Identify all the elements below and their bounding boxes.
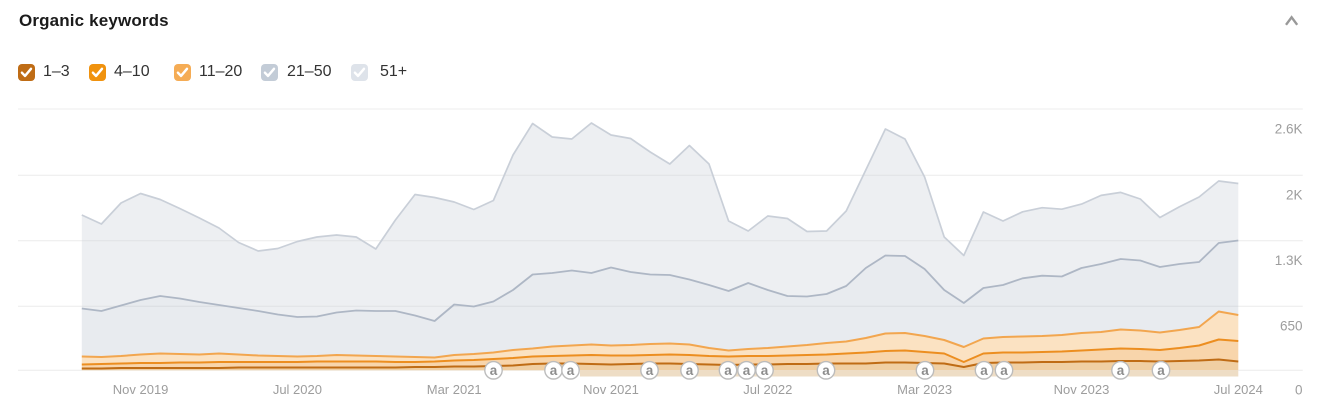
svg-text:a: a: [822, 363, 830, 378]
svg-text:Jul 2022: Jul 2022: [743, 382, 792, 397]
svg-text:a: a: [921, 363, 929, 378]
svg-text:2.6K: 2.6K: [1275, 121, 1303, 136]
svg-text:a: a: [567, 363, 575, 378]
svg-text:650: 650: [1280, 319, 1303, 334]
svg-text:a: a: [686, 363, 694, 378]
svg-text:a: a: [1117, 363, 1125, 378]
svg-text:a: a: [980, 363, 988, 378]
svg-text:Nov 2021: Nov 2021: [583, 382, 639, 397]
svg-text:Jul 2020: Jul 2020: [273, 382, 322, 397]
svg-text:1.3K: 1.3K: [1275, 253, 1303, 268]
svg-text:a: a: [1157, 363, 1165, 378]
svg-text:Mar 2021: Mar 2021: [427, 382, 482, 397]
svg-text:Nov 2023: Nov 2023: [1054, 382, 1110, 397]
svg-text:Jul 2024: Jul 2024: [1214, 382, 1263, 397]
svg-text:Nov 2019: Nov 2019: [113, 382, 169, 397]
svg-text:a: a: [1000, 363, 1008, 378]
svg-text:a: a: [743, 363, 751, 378]
svg-text:a: a: [761, 363, 769, 378]
svg-text:a: a: [490, 363, 498, 378]
svg-text:0: 0: [1295, 383, 1303, 398]
svg-text:a: a: [550, 363, 558, 378]
svg-text:Mar 2023: Mar 2023: [897, 382, 952, 397]
svg-text:a: a: [724, 363, 732, 378]
svg-text:a: a: [646, 363, 654, 378]
svg-text:2K: 2K: [1286, 188, 1303, 203]
